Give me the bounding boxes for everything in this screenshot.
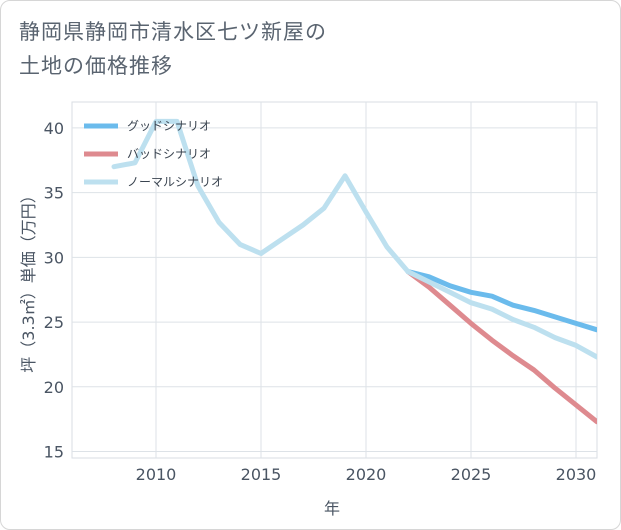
legend-label-0: グッドシナリオ [127,119,211,133]
x-tick-label: 2015 [241,465,282,484]
y-tick-label: 35 [44,184,64,203]
gridlines [72,102,597,458]
series-line-1 [405,269,597,425]
y-tick-label: 30 [44,248,64,267]
chart-title: 静岡県静岡市清水区七ツ新屋の 土地の価格推移 [19,15,327,83]
series-line-0 [405,269,597,333]
y-tick-label: 15 [44,443,64,462]
x-axis-title: 年 [324,499,340,518]
x-tick-label: 2030 [556,465,597,484]
x-tick-label: 2020 [346,465,387,484]
legend-label-1: バッドシナリオ [127,147,211,161]
y-tick-label: 40 [44,119,64,138]
x-tick-label: 2010 [136,465,177,484]
y-axis-title: 坪（3.3㎡）単価（万円） [19,187,38,372]
y-tick-label: 20 [44,378,64,397]
legend-label-2: ノーマルシナリオ [127,175,223,189]
y-tick-label: 25 [44,313,64,332]
series-line-2 [111,118,597,360]
title-line-1: 静岡県静岡市清水区七ツ新屋の [19,20,327,44]
x-tick-label: 2025 [451,465,492,484]
plot-area-border [71,101,598,459]
title-line-2: 土地の価格推移 [19,54,173,78]
series-layer [111,118,597,425]
